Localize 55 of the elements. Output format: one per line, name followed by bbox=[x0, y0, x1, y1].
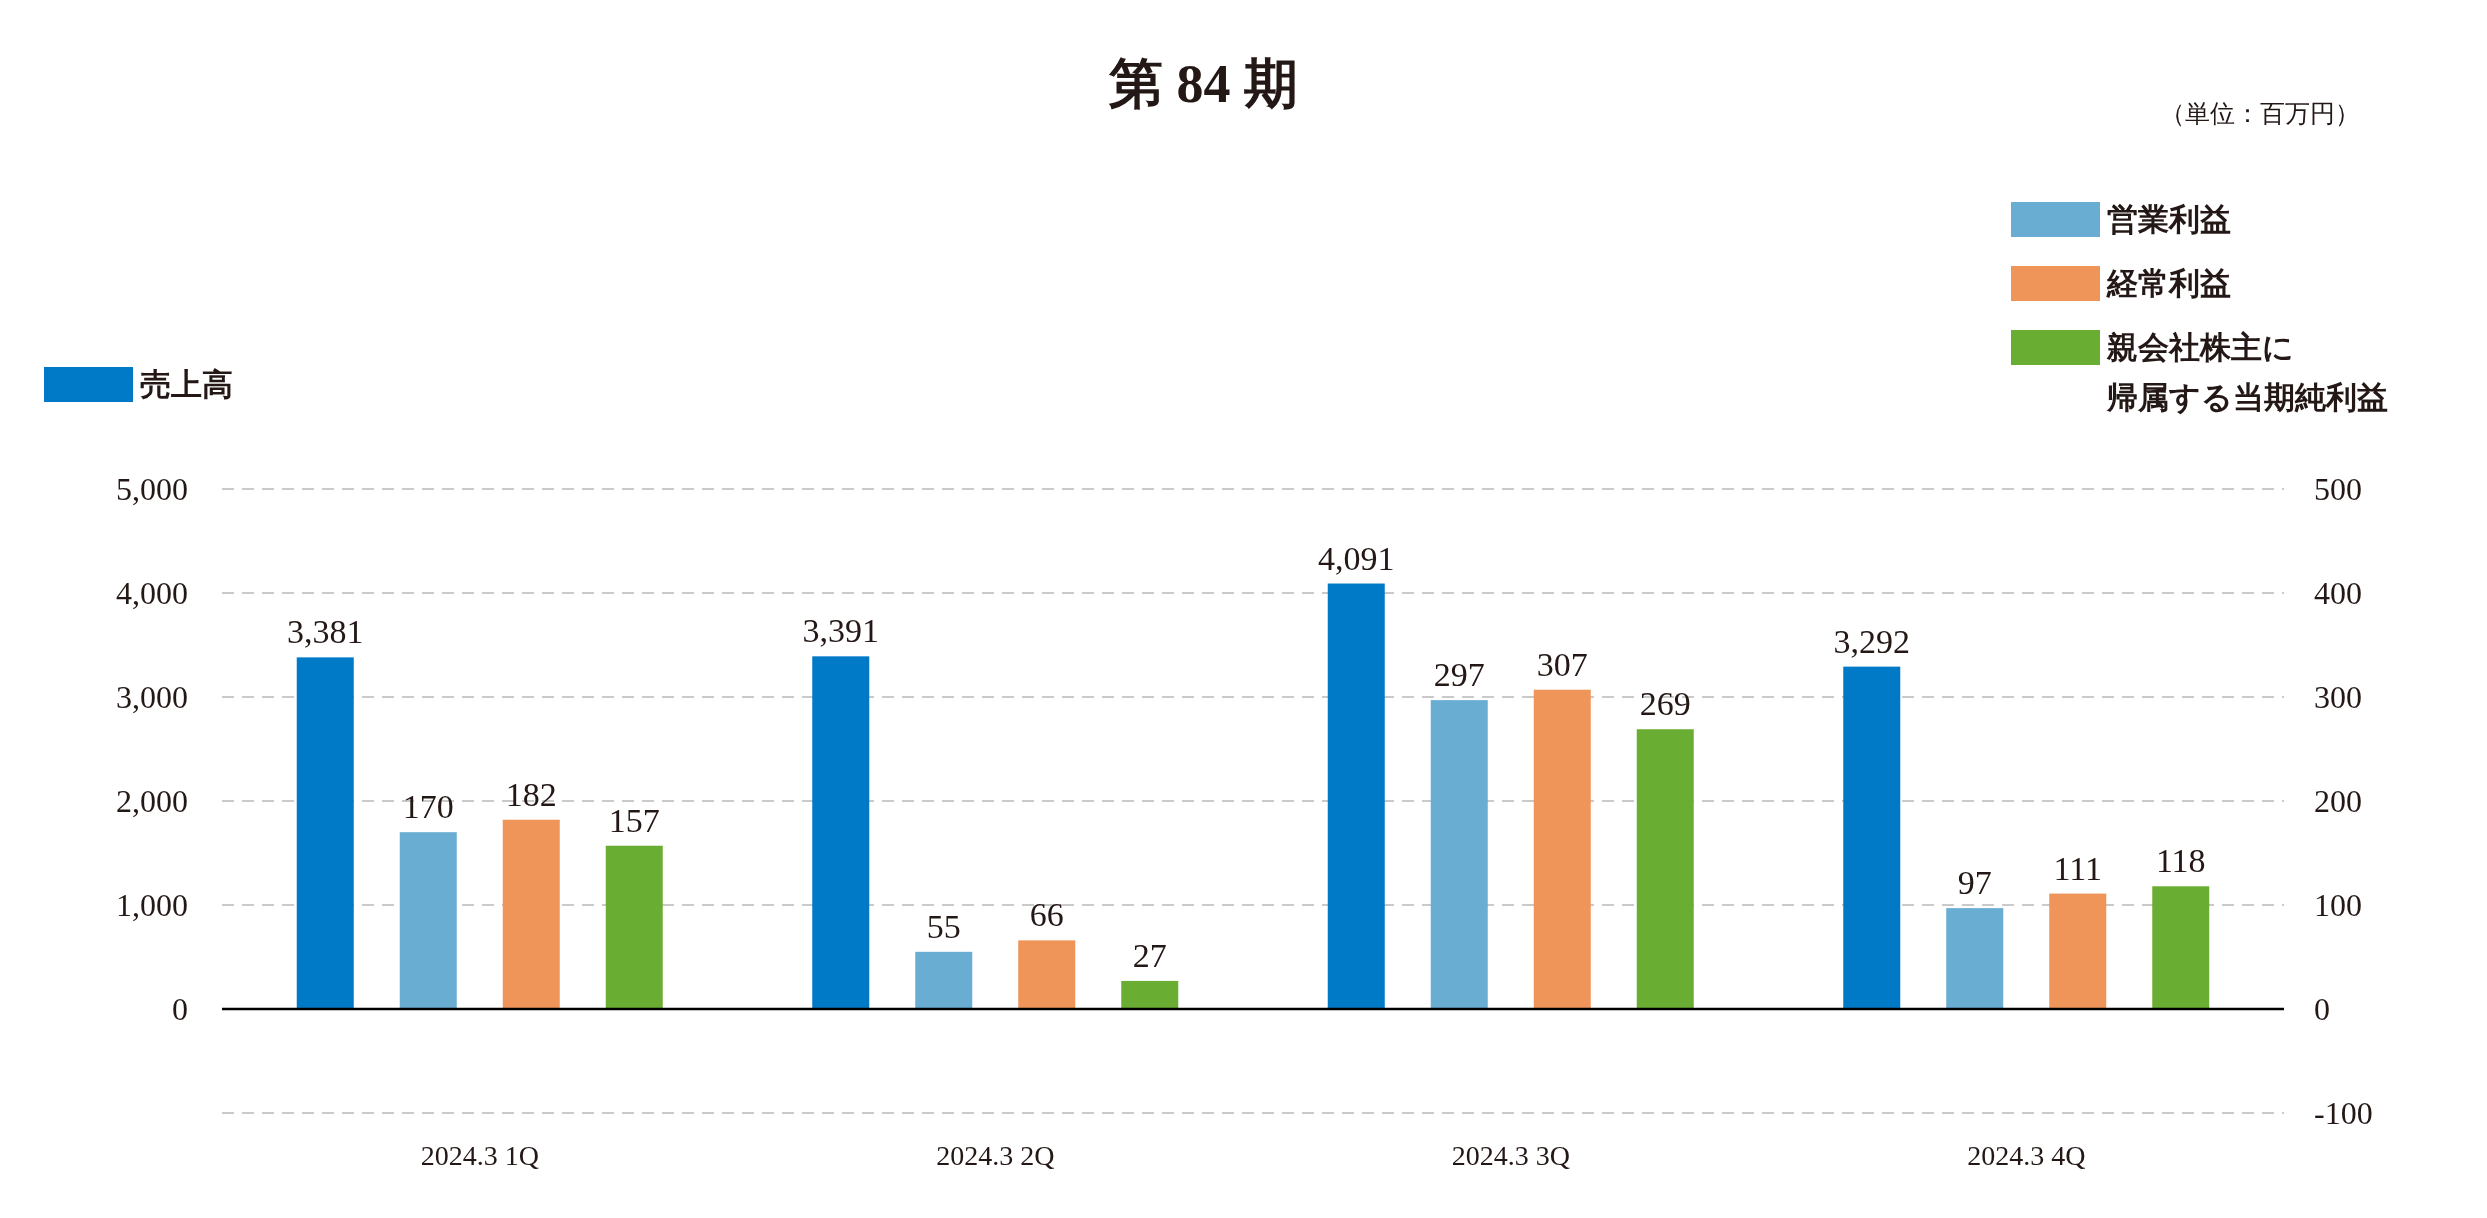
data-label: 4,091 bbox=[1318, 539, 1395, 577]
chart-title: 第 84 期 bbox=[1108, 54, 1298, 114]
data-label: 157 bbox=[608, 801, 660, 839]
bar bbox=[2049, 893, 2107, 1009]
bar bbox=[1327, 583, 1385, 1009]
bar bbox=[1430, 700, 1488, 1009]
legend-label: 親会社株主に帰属する当期純利益 bbox=[2106, 330, 2388, 415]
bar bbox=[1946, 908, 2004, 1009]
bar bbox=[1533, 689, 1591, 1009]
bar bbox=[915, 951, 973, 1009]
data-label: 182 bbox=[505, 775, 557, 813]
text: （単位：百万円） bbox=[2160, 100, 2360, 127]
bar bbox=[1636, 729, 1694, 1009]
data-label: 3,381 bbox=[287, 613, 364, 651]
bar bbox=[2152, 886, 2210, 1009]
y2-tick-label: 200 bbox=[2314, 783, 2362, 819]
legend-label: 売上高 bbox=[140, 367, 233, 402]
bar bbox=[502, 819, 560, 1009]
bar bbox=[1843, 666, 1901, 1009]
data-label: 170 bbox=[402, 788, 454, 826]
y2-tick-label: -100 bbox=[2314, 1095, 2373, 1131]
y-tick-label: 0 bbox=[172, 991, 188, 1027]
legend-label: 営業利益 bbox=[2107, 202, 2231, 237]
bar bbox=[399, 832, 457, 1009]
y-tick-label: 4,000 bbox=[116, 575, 188, 611]
data-label: 3,391 bbox=[802, 612, 879, 650]
x-tick-label: 2024.3 3Q bbox=[1451, 1140, 1570, 1171]
y-tick-label: 5,000 bbox=[116, 471, 188, 507]
bar bbox=[812, 656, 870, 1009]
y2-tick-label: 300 bbox=[2314, 679, 2362, 715]
bar bbox=[296, 657, 354, 1009]
data-label: 111 bbox=[2053, 849, 2102, 887]
data-label: 307 bbox=[1536, 645, 1588, 683]
data-label: 118 bbox=[2155, 842, 2206, 880]
data-label: 3,292 bbox=[1833, 622, 1910, 660]
y-tick-label: 2,000 bbox=[116, 783, 188, 819]
data-label: 66 bbox=[1029, 896, 1064, 934]
bar bbox=[1121, 980, 1179, 1009]
data-label: 27 bbox=[1132, 936, 1167, 974]
y2-tick-label: 100 bbox=[2314, 887, 2362, 923]
y-tick-label: 3,000 bbox=[116, 679, 188, 715]
legend-label: 経常利益 bbox=[2106, 266, 2231, 301]
data-label: 97 bbox=[1957, 864, 1992, 902]
x-tick-label: 2024.3 1Q bbox=[420, 1140, 539, 1171]
data-label: 269 bbox=[1639, 685, 1691, 723]
bar bbox=[605, 845, 663, 1009]
x-tick-label: 2024.3 4Q bbox=[1967, 1140, 2086, 1171]
y2-tick-label: 0 bbox=[2314, 991, 2330, 1027]
data-label: 297 bbox=[1433, 656, 1485, 694]
data-label: 55 bbox=[926, 907, 961, 945]
y2-tick-label: 500 bbox=[2314, 471, 2362, 507]
bar bbox=[1018, 940, 1076, 1009]
y-tick-label: 1,000 bbox=[116, 887, 188, 923]
x-tick-label: 2024.3 2Q bbox=[936, 1140, 1055, 1171]
y2-tick-label: 400 bbox=[2314, 575, 2362, 611]
